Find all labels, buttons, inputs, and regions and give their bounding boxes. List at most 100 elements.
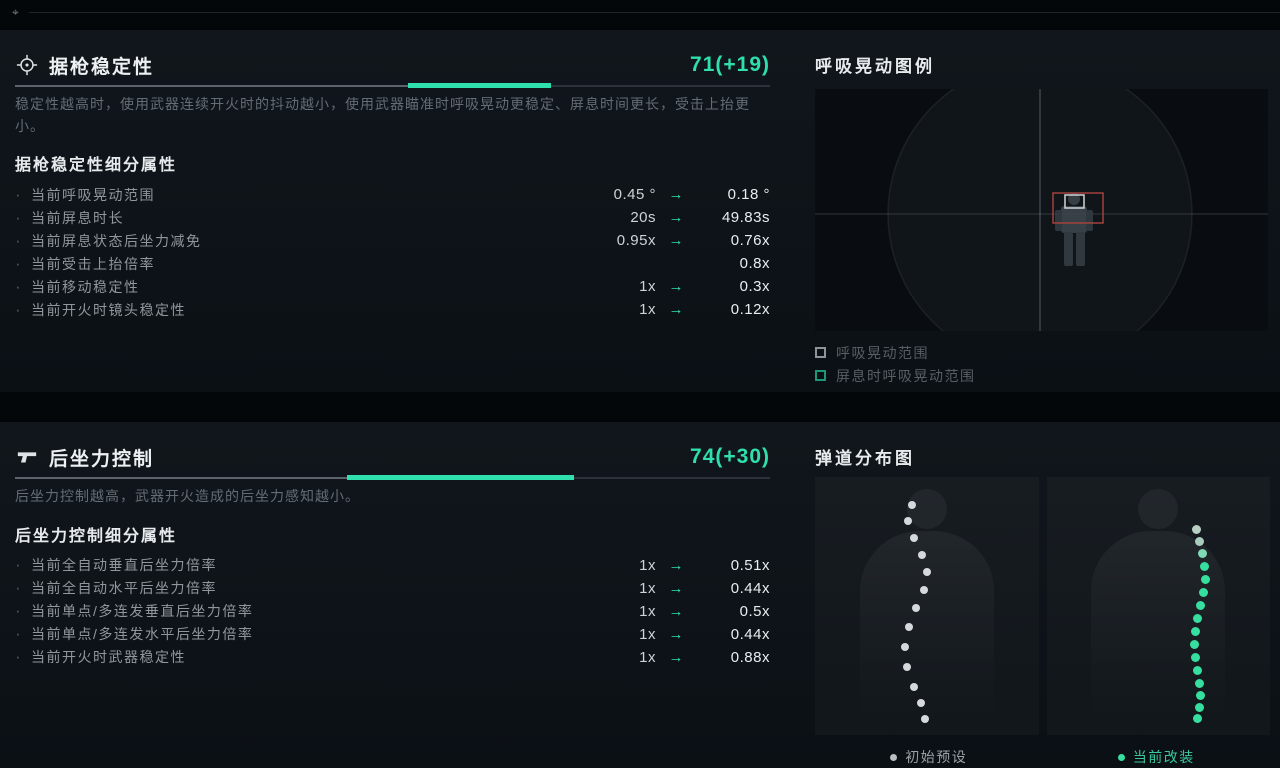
bullet-impact-dot [1191,525,1201,534]
head-target-box [1064,194,1085,209]
top-divider-line [28,11,1280,13]
legend-swatch-icon [815,370,826,381]
soldier-silhouette [1055,193,1093,266]
recoil-description: 后坐力控制越高，武器开火造成的后坐力感知越小。 [15,488,360,504]
attribute-value-before: 0.45 ° [613,186,656,204]
arrow-right-icon: → [668,301,684,319]
attribute-row: · 当前单点/多连发水平后坐力倍率 1x → 0.44x [15,623,770,646]
bullet-impact-dot [918,551,926,559]
attribute-value-before: 20s [630,209,656,227]
bullet-impact-dot [904,517,912,525]
attribute-value-before: 1x [639,556,656,574]
arrow-right-icon: → [668,186,684,204]
recoil-attributes-list: · 当前全自动垂直后坐力倍率 1x → 0.51x · 当前全自动水平后坐力倍率 1x → 0.4… [15,554,770,669]
recoil-panel: 后坐力控制 74(+30) 后坐力控制越高，武器开火造成的后坐力感知越小。 后坐… [15,422,770,669]
bullet-impact-dot [1194,537,1204,546]
bullet-impact-dot [912,604,920,612]
arrow-right-icon: → [668,602,684,620]
attribute-value-before: 0.95x [616,232,656,250]
bullet-impact-dot [1190,627,1200,636]
bar-base-fill [15,477,348,479]
recoil-subtitle: 后坐力控制细分属性 [15,527,178,545]
attribute-row: · 当前开火时镜头稳定性 1x → 0.12x [15,298,770,321]
stability-progress-bar [15,83,770,88]
recoil-header: 后坐力控制 74(+30) [15,442,770,472]
bullet-impact-dot [910,534,918,542]
panel-title: 据枪稳定性 [49,56,155,78]
attribute-label: 当前全自动垂直后坐力倍率 [31,557,217,574]
bullet-marker: · [15,624,21,644]
bullet-impact-dot [1195,601,1205,610]
attribute-row: · 当前单点/多连发垂直后坐力倍率 1x → 0.5x [15,600,770,623]
bullet-impact-dot [920,586,928,594]
attribute-value-after: 0.44x [730,579,770,597]
attribute-value-after: 0.44x [730,625,770,643]
attribute-row: · 当前全自动垂直后坐力倍率 1x → 0.51x [15,554,770,577]
stability-reticle-icon [15,53,39,77]
pistol-icon [15,445,39,469]
bullet-marker: · [15,601,21,621]
top-divider: ⌖ [12,5,1280,19]
bullet-impact-dot [1195,691,1205,700]
bullet-marker: · [15,647,21,667]
attribute-value-before: 1x [639,625,656,643]
attribute-row: · 当前移动稳定性 1x → 0.3x [15,275,770,298]
breathing-sway-panel: 呼吸晃动图例 [815,30,1270,392]
bar-bonus-fill [407,83,552,88]
legend-dot-icon [1117,753,1125,761]
ballistic-distribution-boxes [815,477,1270,735]
legend-item [815,387,1270,392]
legend-item: 屏息时呼吸晃动范围 [815,364,1270,387]
attribute-row: · 当前屏息状态后坐力减免 0.95x → 0.76x [15,229,770,252]
attribute-value-after: 0.5x [739,602,770,620]
attribute-label: 当前受击上抬倍率 [31,255,155,272]
modified-spread-box [1046,477,1270,735]
attribute-label: 当前屏息时长 [31,209,124,226]
attribute-value-before: 1x [639,602,656,620]
bullet-impact-dot [921,715,929,723]
stability-header: 据枪稳定性 71(+19) [15,50,770,80]
scope-view-illustration [815,89,1268,331]
attribute-row: · 当前受击上抬倍率 0.8x [15,252,770,275]
stability-description: 稳定性越高时，使用武器连续开火时的抖动越小，使用武器瞄准时呼吸晃动更稳定、屏息时… [15,96,750,134]
bullet-marker: · [15,184,21,204]
panel-title: 后坐力控制 [49,448,155,470]
bullet-marker: · [15,555,21,575]
recoil-value: 74(+30) [690,445,770,468]
arrow-right-icon: → [668,209,684,227]
breathing-panel-title: 呼吸晃动图例 [815,57,935,76]
ballistic-legend-item: 当前改装 [1043,747,1271,767]
target-body-silhouette [859,531,994,721]
attribute-value-after: 0.8x [739,255,770,273]
bullet-impact-dot [1194,679,1204,688]
bullet-impact-dot [908,501,916,509]
ballistic-legend-item: 初始预设 [815,747,1043,767]
arrow-right-icon: → [668,648,684,666]
ballistics-panel: 弹道分布图 初始预设 当前改装 [815,422,1270,767]
attribute-value-after: 0.18 ° [727,186,770,204]
bullet-marker: · [15,276,21,296]
breathing-legend: 呼吸晃动范围 屏息时呼吸晃动范围 [815,341,1270,392]
arrow-right-icon: → [668,579,684,597]
attribute-row: · 当前全自动水平后坐力倍率 1x → 0.44x [15,577,770,600]
bullet-marker: · [15,207,21,227]
bullet-marker: · [15,578,21,598]
bullet-impact-dot [1198,588,1208,597]
bullet-impact-dot [1200,575,1210,584]
bullet-impact-dot [1192,614,1202,623]
bullet-marker: · [15,299,21,319]
stability-subtitle: 据枪稳定性细分属性 [15,157,178,175]
attribute-value-after: 0.76x [730,232,770,250]
preset-spread-box [815,477,1039,735]
stability-panel: 据枪稳定性 71(+19) 稳定性越高时，使用武器连续开火时的抖动越小，使用武器… [15,30,770,321]
target-body-silhouette [1091,531,1226,721]
attribute-value-before: 1x [639,301,656,319]
bullet-impact-dot [1194,703,1204,712]
attribute-value-after: 0.88x [730,648,770,666]
attribute-label: 当前屏息状态后坐力减免 [31,232,202,249]
bullet-impact-dot [901,643,909,651]
attribute-label: 当前呼吸晃动范围 [31,186,155,203]
bullet-impact-dot [1192,714,1202,723]
bullet-marker: · [15,253,21,273]
arrow-right-icon: → [668,232,684,250]
